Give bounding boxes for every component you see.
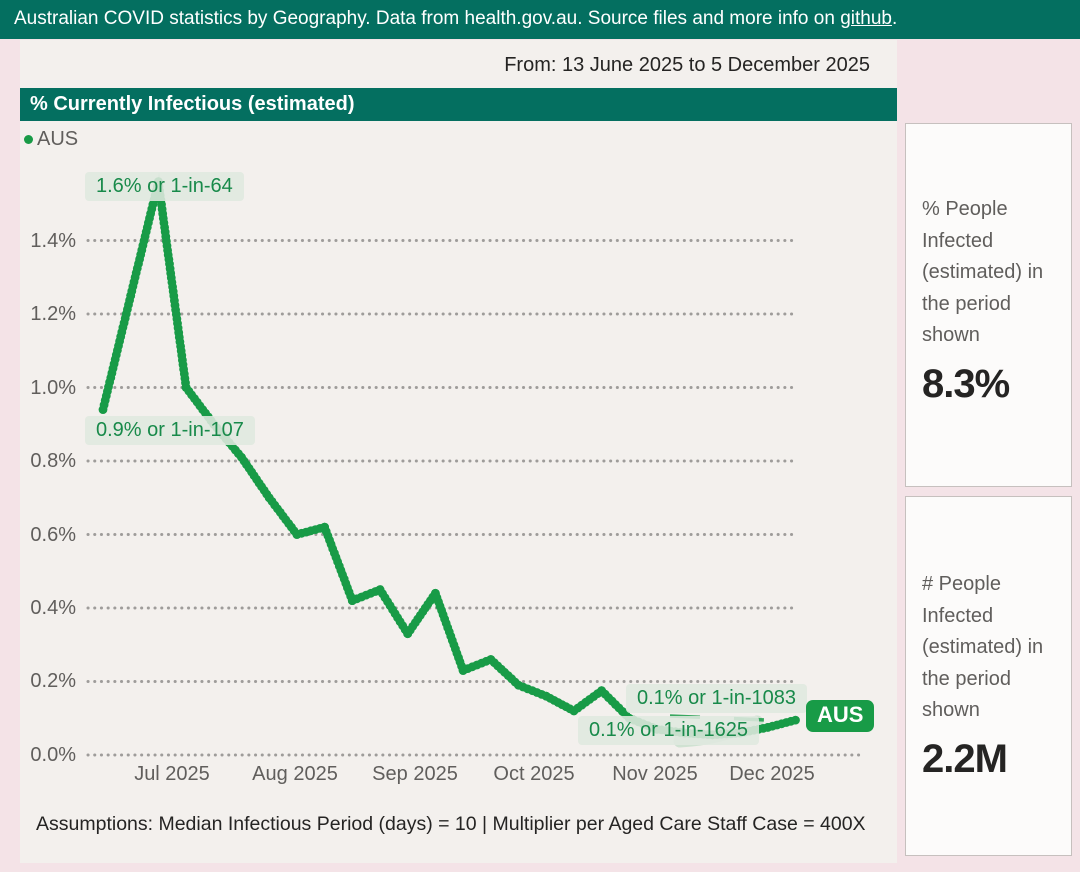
y-tick: 0.6% [30,524,76,546]
x-tick: Oct 2025 [493,763,575,785]
chart-title: % Currently Infectious (estimated) [30,93,355,115]
x-tick: Jul 2025 [134,763,210,785]
x-tick: Aug 2025 [252,763,338,785]
y-tick: 0.2% [30,670,76,692]
legend[interactable]: AUS [24,127,78,151]
annotation-start: 0.9% or 1-in-107 [85,416,255,445]
kpi-card-percent-infected: % People Infected (estimated) in the per… [905,123,1072,487]
chart-title-bar: % Currently Infectious (estimated) [20,88,897,121]
kpi-card-title: % People Infected (estimated) in the per… [922,198,1044,346]
x-tick: Dec 2025 [729,763,815,785]
gridlines [86,239,867,757]
assumptions-note: Assumptions: Median Infectious Period (d… [36,813,866,835]
kpi-card-value: 8.3% [922,361,1010,406]
app-header: Australian COVID statistics by Geography… [0,0,1080,39]
app-header-title: Australian COVID statistics by Geography… [14,8,841,29]
annotation-minimum: 0.1% or 1-in-1625 [578,716,759,745]
x-tick: Nov 2025 [612,763,698,785]
y-tick: 0.0% [30,744,76,766]
legend-label: AUS [37,127,79,150]
series-line-aus [98,177,800,740]
y-tick: 1.0% [30,377,76,399]
y-tick: 1.4% [30,230,76,252]
date-range-label: From: 13 June 2025 to 5 December 2025 [504,54,870,76]
annotation-peak: 1.6% or 1-in-64 [85,172,244,201]
app-header-title-suffix: . [891,8,898,29]
github-link[interactable]: github [840,8,892,29]
annotation-latest: 0.1% or 1-in-1083 [626,684,807,713]
y-tick: 1.2% [30,303,76,325]
x-tick: Sep 2025 [372,763,458,785]
series-end-badge: AUS [806,700,875,732]
legend-dot-icon [24,134,33,144]
y-tick: 0.4% [30,597,76,619]
kpi-card-value: 2.2M [922,736,1008,781]
line-chart-canvas[interactable] [20,121,897,863]
kpi-card-title: # People Infected (estimated) in the per… [922,573,1044,721]
y-tick: 0.8% [30,450,76,472]
kpi-card-count-infected: # People Infected (estimated) in the per… [905,496,1072,856]
